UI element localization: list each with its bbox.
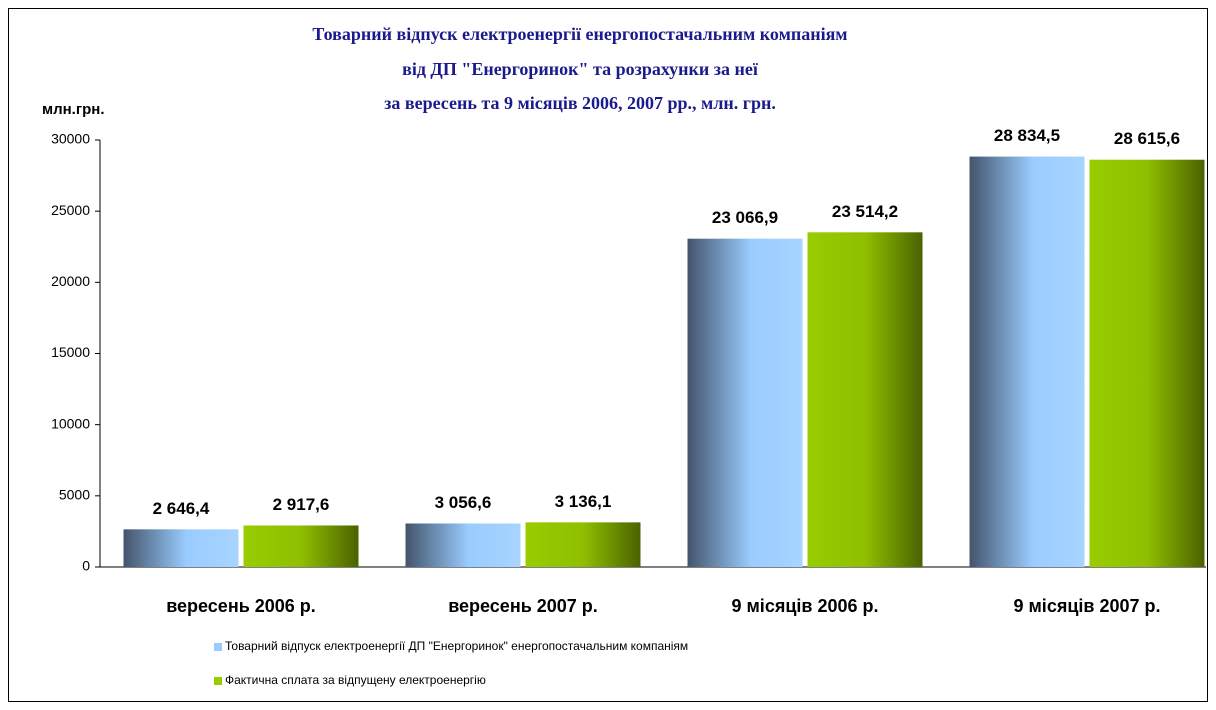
x-tick-label: 9 місяців 2007 р.: [1013, 596, 1160, 616]
bar: [525, 522, 641, 567]
chart-title: за вересень та 9 місяців 2006, 2007 рр.,…: [384, 93, 776, 113]
y-tick-label: 30000: [51, 131, 90, 147]
value-label: 28 834,5: [994, 126, 1060, 145]
y-tick-label: 5000: [59, 487, 90, 503]
legend-marker: [214, 677, 222, 685]
value-label: 2 917,6: [273, 495, 330, 514]
x-tick-label: вересень 2006 р.: [166, 596, 316, 616]
legend-marker: [214, 643, 222, 651]
value-label: 23 066,9: [712, 208, 778, 227]
chart-title: від ДП "Енергоринок" та розрахунки за не…: [402, 59, 759, 79]
y-axis-label: млн.грн.: [42, 101, 105, 118]
y-tick-label: 0: [82, 558, 90, 574]
y-tick-label: 10000: [51, 415, 90, 431]
value-label: 23 514,2: [832, 202, 898, 221]
chart-title: Товарний відпуск електроенергії енергопо…: [312, 24, 847, 44]
x-tick-label: вересень 2007 р.: [448, 596, 598, 616]
legend-label: Товарний відпуск електроенергії ДП "Енер…: [225, 639, 688, 653]
y-tick-label: 20000: [51, 273, 90, 289]
bar: [243, 525, 359, 567]
y-tick-label: 25000: [51, 202, 90, 218]
value-label: 2 646,4: [153, 499, 210, 518]
bar: [969, 156, 1085, 568]
bar: [405, 523, 521, 567]
x-tick-label: 9 місяців 2006 р.: [731, 596, 878, 616]
bar: [807, 232, 923, 567]
value-label: 28 615,6: [1114, 129, 1180, 148]
value-label: 3 056,6: [435, 493, 492, 512]
legend-label: Фактична сплата за відпущену електроенер…: [225, 673, 486, 687]
bar: [1089, 159, 1205, 567]
y-tick-label: 15000: [51, 344, 90, 360]
bar: [687, 238, 803, 567]
bar: [123, 529, 239, 567]
value-label: 3 136,1: [555, 492, 612, 511]
